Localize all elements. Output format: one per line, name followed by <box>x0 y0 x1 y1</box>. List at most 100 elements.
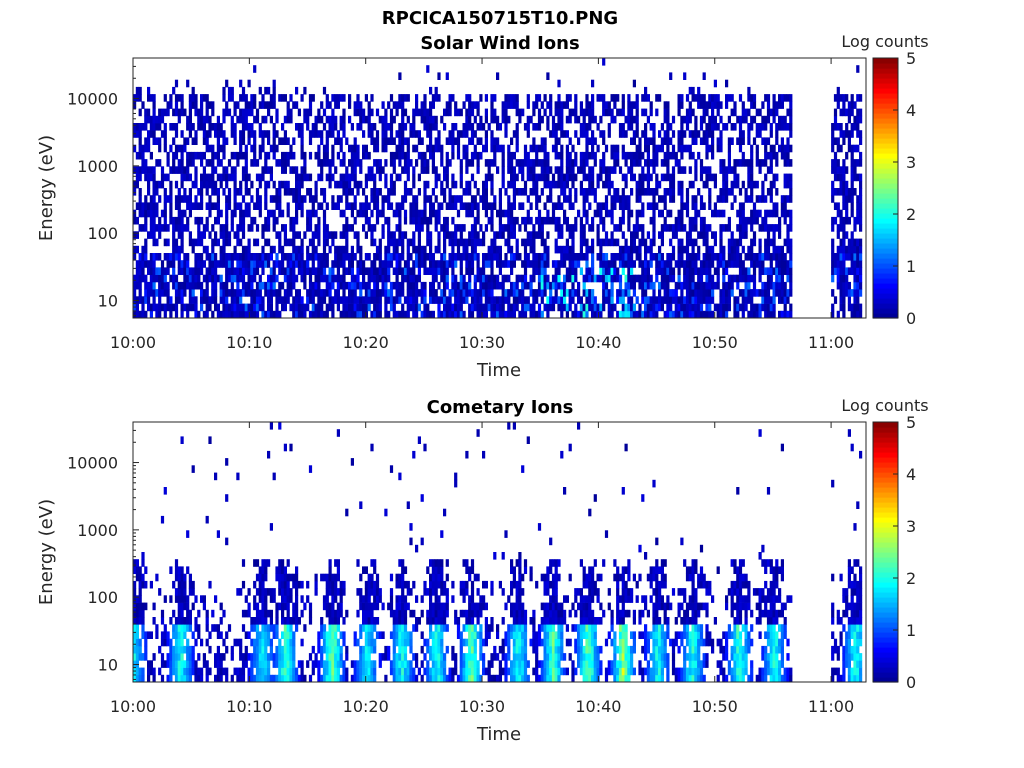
spectrogram-cell <box>599 130 603 138</box>
spectrogram-cell <box>431 281 435 290</box>
spectrogram-cell <box>247 79 251 88</box>
spectrogram-cell <box>484 115 488 124</box>
spectrogram-cell <box>610 253 614 261</box>
spectrogram-cell <box>392 101 396 109</box>
spectrogram-cell <box>677 303 681 312</box>
spectrogram-cell <box>172 253 176 261</box>
spectrogram-cell <box>635 253 639 261</box>
spectrogram-cell <box>705 267 709 275</box>
spectrogram-cell <box>635 274 639 283</box>
spectrogram-cell <box>579 166 583 174</box>
spectrogram-cell <box>691 94 695 102</box>
spectrogram-cell <box>375 303 380 312</box>
spectrogram-cell <box>401 202 405 210</box>
spectrogram-cell <box>630 209 634 218</box>
spectrogram-cell <box>197 151 201 160</box>
spectrogram-cell <box>632 303 636 312</box>
spectrogram-cell <box>448 289 452 297</box>
spectrogram-cell <box>722 245 726 254</box>
spectrogram-cell <box>853 115 857 124</box>
spectrogram-cell <box>211 281 215 290</box>
spectrogram-cell <box>149 660 153 668</box>
spectrogram-cell <box>160 115 165 124</box>
spectrogram-cell <box>350 281 354 290</box>
spectrogram-cell <box>141 209 145 218</box>
spectrogram-cell <box>144 281 148 290</box>
spectrogram-cell <box>415 108 419 117</box>
spectrogram-cell <box>593 137 597 145</box>
spectrogram-cell <box>359 123 363 131</box>
spectrogram-cell <box>152 224 156 232</box>
spectrogram-cell <box>451 253 455 261</box>
spectrogram-cell <box>311 231 315 239</box>
spectrogram-cell <box>540 115 544 124</box>
spectrogram-cell <box>540 296 544 304</box>
spectrogram-cell <box>588 202 592 210</box>
spectrogram-cell <box>727 238 731 247</box>
spectrogram-cell <box>389 202 394 210</box>
spectrogram-cell <box>663 130 667 138</box>
spectrogram-cell <box>431 202 435 210</box>
spectrogram-cell <box>613 267 617 275</box>
spectrogram-cell <box>462 245 466 254</box>
spectrogram-cell <box>194 180 198 189</box>
spectrogram-cell <box>685 281 690 290</box>
spectrogram-cell <box>398 231 402 239</box>
spectrogram-cell <box>680 253 684 261</box>
spectrogram-cell <box>616 108 620 117</box>
spectrogram-cell <box>227 231 232 239</box>
spectrogram-cell <box>166 660 170 668</box>
spectrogram-cell <box>233 296 237 304</box>
spectrogram-cell <box>750 94 754 102</box>
spectrogram-cell <box>750 180 754 189</box>
spectrogram-cell <box>138 195 142 203</box>
spectrogram-cell <box>618 260 623 268</box>
spectrogram-cell <box>434 195 438 203</box>
spectrogram-cell <box>831 188 835 196</box>
spectrogram-cell <box>635 310 639 319</box>
spectrogram-cell <box>429 310 433 319</box>
spectrogram-cell <box>138 573 142 582</box>
spectrogram-cell <box>850 159 854 167</box>
spectrogram-cell <box>172 245 176 254</box>
spectrogram-cell <box>328 281 332 290</box>
spectrogram-cell <box>750 144 754 153</box>
spectrogram-cell <box>551 303 556 312</box>
spectrogram-cell <box>758 130 762 138</box>
spectrogram-cell <box>523 123 528 131</box>
spectrogram-cell <box>582 188 586 196</box>
spectrogram-cell <box>560 303 564 312</box>
spectrogram-cell <box>174 245 179 254</box>
spectrogram-cell <box>364 195 368 203</box>
spectrogram-cell <box>752 303 757 312</box>
spectrogram-cell <box>233 202 237 210</box>
spectrogram-cell <box>465 108 469 117</box>
spectrogram-cell <box>172 653 176 661</box>
spectrogram-cell <box>683 296 687 304</box>
spectrogram-cell <box>356 310 360 319</box>
spectrogram-cell <box>780 245 784 254</box>
spectrogram-cell <box>515 94 519 102</box>
spectrogram-cell <box>839 188 843 196</box>
spectrogram-cell <box>627 115 631 124</box>
spectrogram-cell <box>211 245 215 254</box>
spectrogram-cell <box>236 267 240 275</box>
spectrogram-cell <box>644 108 648 117</box>
spectrogram-cell <box>308 101 313 109</box>
spectrogram-cell <box>172 580 176 589</box>
spectrogram-cell <box>141 123 145 131</box>
spectrogram-cell <box>487 123 491 131</box>
spectrogram-cell <box>733 274 737 283</box>
spectrogram-cell <box>163 209 167 218</box>
spectrogram-cell <box>311 202 315 210</box>
spectrogram-cell <box>141 631 145 639</box>
spectrogram-cell <box>359 289 363 297</box>
spectrogram-cell <box>163 274 167 283</box>
spectrogram-cell <box>359 260 363 268</box>
spectrogram-cell <box>859 115 863 124</box>
spectrogram-cell <box>778 310 782 319</box>
spectrogram-cell <box>275 195 279 203</box>
spectrogram-cell <box>635 144 639 153</box>
spectrogram-cell <box>624 281 628 290</box>
spectrogram-cell <box>180 166 184 174</box>
